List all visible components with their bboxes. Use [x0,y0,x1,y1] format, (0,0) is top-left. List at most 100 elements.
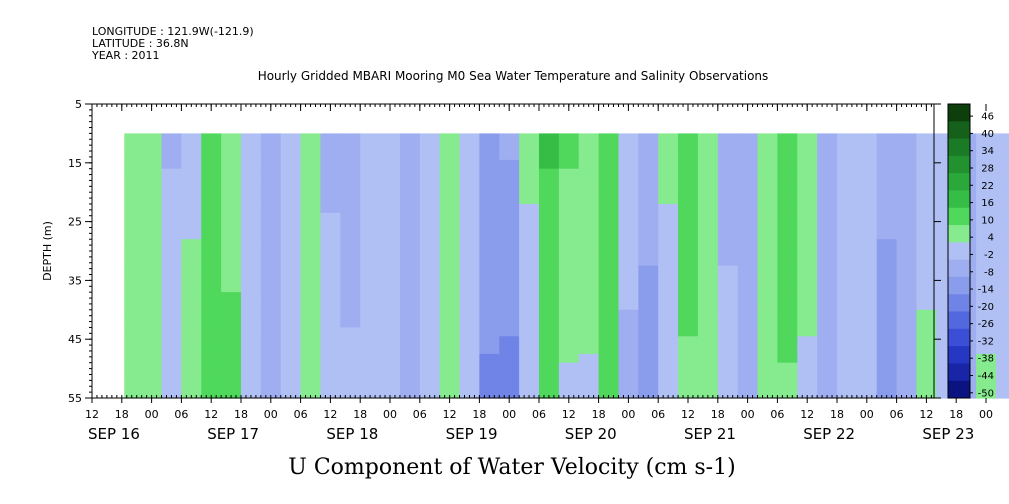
field-cell [658,248,679,258]
field-cell [678,300,699,311]
field-cell [578,362,600,373]
field-cell [221,248,242,258]
field-cell [300,265,322,276]
field-cell [360,142,381,152]
x-hour-label: 06 [532,408,546,421]
field-cell [856,133,878,143]
field-cell [976,353,997,364]
field-cell [856,151,878,161]
field-cell [141,380,163,390]
field-cell [161,353,182,364]
field-cell [181,133,202,143]
field-cell [976,336,997,346]
field-cell [717,274,739,284]
field-cell [618,142,639,152]
field-cell [797,309,818,320]
field-cell [797,362,818,373]
field-cell [797,283,818,293]
field-cell [260,327,282,337]
field-cell [777,203,798,214]
field-cell [777,309,798,320]
field-cell [380,133,401,143]
x-hour-label: 00 [979,408,993,421]
field-cell [221,203,242,214]
field-cell [717,318,739,329]
field-cell [638,248,659,258]
field-cell [499,300,520,311]
field-cell [519,380,540,390]
field-cell [936,195,957,205]
field-cell [876,133,898,143]
field-cell [340,380,361,390]
field-cell [817,212,838,223]
field-cell [201,318,222,329]
field-cell [558,336,580,346]
field-cell [241,159,262,170]
field-cell [777,177,798,187]
field-cell [717,362,739,373]
field-cell [658,195,679,205]
field-cell [280,371,302,381]
field-cell [737,239,759,249]
field-cell [459,248,480,258]
field-cell [519,159,540,170]
field-cell [837,177,858,187]
field-cell [678,239,699,249]
field-cell [678,133,699,143]
field-cell [658,168,679,179]
field-cell [260,177,282,187]
field-cell [181,248,202,258]
field-cell [260,239,282,249]
field-cell [678,151,699,161]
field-cell [360,159,381,170]
field-cell [558,203,580,214]
field-cell [124,283,143,293]
field-cell [558,248,580,258]
field-cell [697,203,719,214]
field-cell [340,336,361,346]
field-cell [856,274,878,284]
field-cell [618,292,639,302]
field-cell [896,274,918,284]
field-cell [124,265,143,276]
field-cell [678,318,699,329]
field-cell [797,371,818,381]
field-cell [340,203,361,214]
field-cell [439,389,461,399]
field-cell [161,318,182,329]
field-cell [658,177,679,187]
x-hour-label: 12 [204,408,218,421]
field-cell [399,133,421,143]
field-cell [995,292,1009,302]
field-cell [856,389,878,399]
field-cell [777,283,798,293]
field-cell [936,353,957,364]
field-cell [479,133,500,143]
field-cell [598,186,620,196]
field-cell [757,203,778,214]
field-cell [280,248,302,258]
field-cell [161,151,182,161]
field-cell [777,159,798,170]
field-cell [896,168,918,179]
field-cell [598,353,620,364]
field-cell [558,221,580,232]
field-cell [995,274,1009,284]
field-cell [995,327,1009,337]
field-cell [340,159,361,170]
field-cell [419,327,441,337]
field-cell [817,380,838,390]
field-cell [260,221,282,232]
field-cell [181,212,202,223]
field-cell [916,327,937,337]
field-cell [459,380,480,390]
field-cell [737,248,759,258]
field-cell [638,239,659,249]
field-cell [519,168,540,179]
field-cell [976,248,997,258]
field-cell [558,168,580,179]
field-cell [161,309,182,320]
field-cell [439,380,461,390]
field-cell [876,345,898,355]
field-cell [876,336,898,346]
